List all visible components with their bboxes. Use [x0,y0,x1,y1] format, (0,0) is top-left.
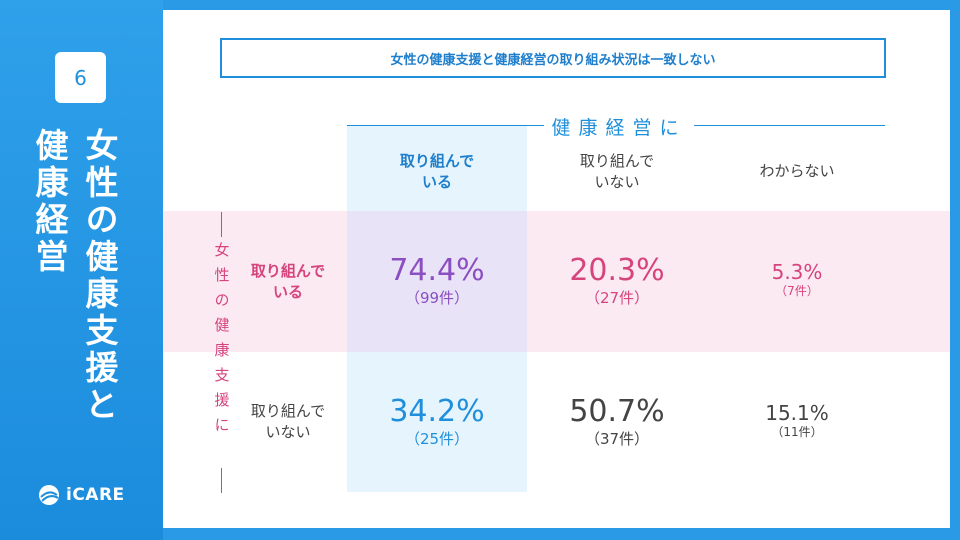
cell-r1-c2: 20.3% （27件） [527,253,707,307]
column-header-not-doing: 取り組んで いない [527,151,707,193]
cell-r2-c1: 34.2% （25件） [347,394,527,448]
cell-percent: 34.2% [389,394,485,429]
column-header-line1: 取り組んで [579,152,655,170]
main-panel: 女性の健康支援と健康経営の取り組み状況は一致しない 健康経営に 取り組んで いる… [163,10,950,528]
cell-percent: 5.3% [771,260,823,284]
cell-count: （27件） [584,289,650,307]
column-header-line2: いる [421,173,452,191]
row-header-line2: いる [272,283,303,301]
row-highlight [163,211,950,352]
cross-highlight [347,211,527,352]
column-header-doing: 取り組んで いる [347,151,527,193]
column-header-line1: 取り組んで [399,152,475,170]
column-header-line2: いない [594,173,640,191]
row-header-line1: 取り組んで [250,402,326,420]
cell-count: （99件） [404,289,470,307]
row-header-line2: いない [265,423,311,441]
cell-r1-c3: 5.3% （7件） [707,260,887,299]
row-group-bar-bottom [221,468,222,493]
cell-count: （25件） [404,430,470,448]
row-group-bar-top [221,212,222,237]
column-header-unknown: わからない [707,161,887,182]
sidebar-title-line-1: 女性の健康支援と [80,128,119,424]
cell-count: （7件） [775,284,819,298]
cell-r2-c3: 15.1% （11件） [707,401,887,440]
row-header-doing: 取り組んで いる [233,261,343,303]
cell-percent: 15.1% [765,401,829,425]
column-header-line1: わからない [759,162,835,180]
brand-logo-text: iCARE [66,485,125,505]
row-header-not-doing: 取り組んで いない [233,401,343,443]
cell-percent: 74.4% [389,253,485,288]
row-header-line1: 取り組んで [250,262,326,280]
cell-r2-c2: 50.7% （37件） [527,394,707,448]
cell-percent: 20.3% [569,253,665,288]
headline-banner: 女性の健康支援と健康経営の取り組み状況は一致しない [220,38,886,78]
sidebar: 6 女性の健康支援と 健康経営 iCARE [0,0,163,540]
slide-number-badge: 6 [55,52,106,103]
cell-percent: 50.7% [569,394,665,429]
cell-count: （37件） [584,430,650,448]
brand-logo: iCARE [38,484,125,506]
column-group-title: 健康経営に [544,113,694,140]
cell-r1-c1: 74.4% （99件） [347,253,527,307]
row-group-title: 女性の健康支援に [212,242,231,442]
sidebar-title-line-2: 健康経営 [30,128,69,276]
cell-count: （11件） [771,425,823,439]
globe-icon [39,485,59,505]
